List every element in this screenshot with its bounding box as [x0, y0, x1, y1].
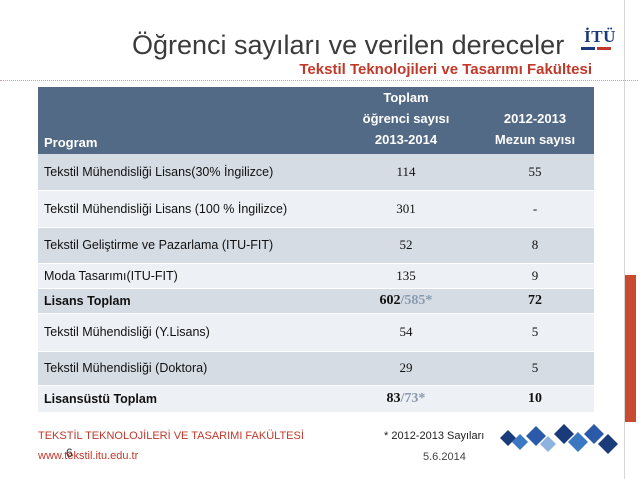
column-header-graduates: 2012-2013 Mezun sayısı [476, 87, 594, 154]
table-row: Tekstil Mühendisliği (Y.Lisans) 54 5 [38, 313, 594, 352]
total-current: 83 [386, 390, 401, 406]
slide-date: 5.6.2014 [423, 451, 466, 463]
graduates-cell: - [476, 190, 594, 228]
right-accent-bar [625, 275, 636, 422]
table-row: Tekstil Mühendisliği (Doktora) 29 5 [38, 351, 594, 386]
table-row: Moda Tasarımı(ITU-FIT) 135 9 [38, 263, 594, 289]
graduates-cell: 72 [476, 288, 594, 314]
program-cell: Lisansüstü Toplam [38, 385, 336, 413]
program-cell: Tekstil Mühendisliği Lisans(30% İngilizc… [38, 154, 336, 191]
program-cell: Moda Tasarımı(ITU-FIT) [38, 263, 336, 289]
column-header-total: Toplam öğrenci sayısı 2013-2014 [336, 87, 476, 154]
page-number: 6 [66, 446, 73, 460]
column-header-program: Program [38, 87, 336, 154]
logo-bar-red [597, 47, 611, 50]
program-cell: Tekstil Mühendisliği (Y.Lisans) [38, 313, 336, 352]
graduates-cell: 55 [476, 154, 594, 191]
column-header-grad-line2: Mezun sayısı [494, 132, 576, 147]
program-cell: Lisans Toplam [38, 288, 336, 314]
graduates-cell: 5 [476, 351, 594, 386]
total-cell: 114 [336, 154, 476, 191]
slide-subtitle: Tekstil Teknolojileri ve Tasarımı Fakült… [299, 61, 592, 78]
total-cell: 301 [336, 190, 476, 228]
column-header-grad-line1: 2012-2013 [503, 111, 567, 126]
table-row-subtotal: Lisansüstü Toplam 83/73* 10 [38, 385, 594, 413]
total-cell: 52 [336, 227, 476, 264]
column-header-total-line1: Toplam [383, 90, 429, 105]
program-cell: Tekstil Mühendisliği Lisans (100 % İngil… [38, 190, 336, 228]
total-cell: 135 [336, 263, 476, 289]
graduates-cell: 8 [476, 227, 594, 264]
footer-url-link[interactable]: www.tekstil.itu.edu.tr [38, 450, 139, 462]
footnote: * 2012-2013 Sayıları [384, 430, 485, 442]
total-cell: 29 [336, 351, 476, 386]
logo-bar-blue [581, 47, 595, 50]
table-row: Tekstil Mühendisliği Lisans(30% İngilizc… [38, 154, 594, 191]
total-cell: 83/73* [336, 385, 476, 413]
column-header-total-line2: öğrenci sayısı [362, 111, 450, 126]
total-previous: /585* [400, 292, 433, 308]
total-current: 602 [379, 292, 401, 308]
decorative-ribbon-icon [500, 424, 618, 454]
program-cell: Tekstil Mühendisliği (Doktora) [38, 351, 336, 386]
graduates-cell: 10 [476, 385, 594, 413]
program-cell: Tekstil Geliştirme ve Pazarlama (ITU-FIT… [38, 227, 336, 264]
table-row: Tekstil Geliştirme ve Pazarlama (ITU-FIT… [38, 227, 594, 264]
itu-logo: İTÜ [578, 13, 622, 59]
footer-faculty-name: TEKSTİL TEKNOLOJİLERİ VE TASARIMI FAKÜLT… [38, 430, 304, 442]
table-row: Tekstil Mühendisliği Lisans (100 % İngil… [38, 190, 594, 228]
student-table: Program Toplam öğrenci sayısı 2013-2014 … [38, 87, 594, 413]
table-row-subtotal: Lisans Toplam 602/585* 72 [38, 288, 594, 314]
right-edge-line [624, 0, 625, 479]
total-cell: 602/585* [336, 288, 476, 314]
total-previous: /73* [400, 390, 426, 406]
title-divider [0, 80, 638, 81]
column-header-total-line3: 2013-2014 [374, 132, 438, 147]
graduates-cell: 9 [476, 263, 594, 289]
total-cell: 54 [336, 313, 476, 352]
slide-title: Öğrenci sayıları ve verilen dereceler [132, 30, 565, 60]
logo-text: İTÜ [584, 27, 616, 46]
graduates-cell: 5 [476, 313, 594, 352]
table-header-row: Program Toplam öğrenci sayısı 2013-2014 … [38, 87, 594, 154]
